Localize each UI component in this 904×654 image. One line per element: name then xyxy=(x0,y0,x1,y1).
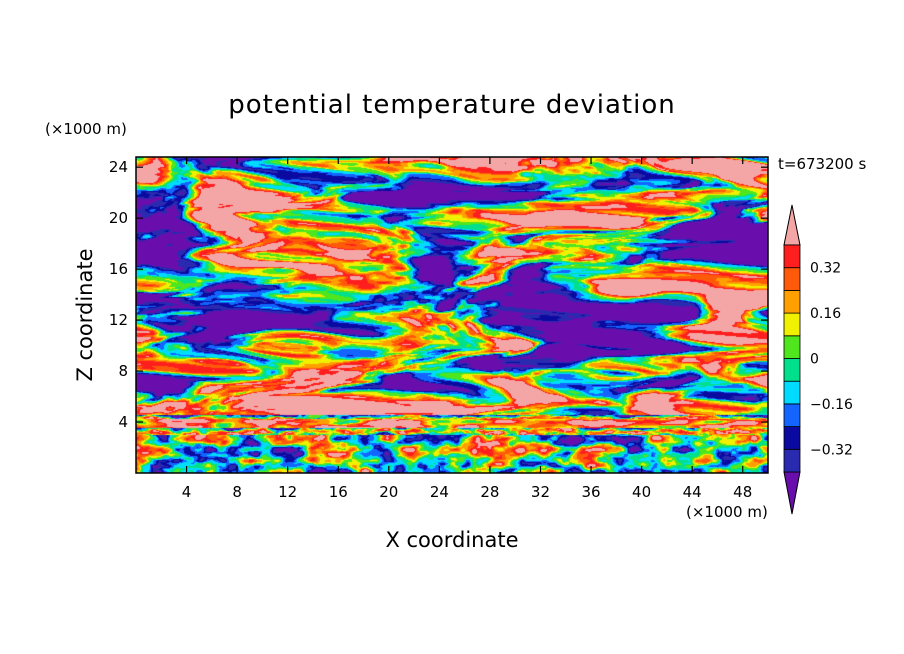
colorbar-segment xyxy=(783,403,801,427)
x-axis-label: X coordinate xyxy=(385,528,518,552)
chart-title: potential temperature deviation xyxy=(228,90,675,120)
colorbar-segment xyxy=(783,380,801,405)
y-tick-label: 20 xyxy=(109,209,128,227)
x-tick-label: 16 xyxy=(329,483,348,501)
colorbar-tick-label: −0.16 xyxy=(810,397,853,413)
x-axis: 4 8 12 16 20 24 28 32 36 40 44 48 xyxy=(182,157,752,501)
x-tick-label: 4 xyxy=(182,483,192,501)
colorbar-tick-label: 0.32 xyxy=(810,261,841,277)
time-label: t=673200 s xyxy=(778,155,866,173)
colorbar-segment xyxy=(783,358,801,382)
colorbar-tick-label: 0 xyxy=(810,352,819,368)
heatmap-field xyxy=(136,157,768,473)
y-axis-label: Z coordinate xyxy=(73,248,97,381)
x-tick-label: 48 xyxy=(733,483,752,501)
colorbar-segment xyxy=(783,448,801,473)
plot-area xyxy=(135,156,769,474)
colorbar-extend-low xyxy=(783,471,801,515)
x-tick-label: 32 xyxy=(531,483,550,501)
y-axis: 4 8 12 16 20 24 xyxy=(109,158,768,431)
x-tick-label: 8 xyxy=(232,483,242,501)
colorbar-segment xyxy=(783,244,801,269)
colorbar-extend-high xyxy=(783,204,801,246)
y-tick-label: 12 xyxy=(109,311,128,329)
colorbar: 0.32 0.16 0 −0.16 −0.32 xyxy=(783,204,853,515)
x-tick-label: 20 xyxy=(379,483,398,501)
x-unit-label: (×1000 m) xyxy=(686,503,768,521)
x-tick-label: 28 xyxy=(480,483,499,501)
y-tick-label: 8 xyxy=(118,362,128,380)
plot-frame xyxy=(135,156,769,474)
colorbar-segment xyxy=(783,289,801,314)
colorbar-tick-label: 0.16 xyxy=(810,306,841,322)
x-tick-label: 12 xyxy=(278,483,297,501)
y-tick-label: 24 xyxy=(109,158,128,176)
colorbar-segment xyxy=(783,312,801,337)
colorbar-tick-label: −0.32 xyxy=(810,442,853,458)
x-tick-label: 44 xyxy=(683,483,702,501)
y-tick-label: 16 xyxy=(109,260,128,278)
x-tick-label: 40 xyxy=(632,483,651,501)
y-unit-label: (×1000 m) xyxy=(45,120,127,138)
x-tick-label: 36 xyxy=(581,483,600,501)
colorbar-segment xyxy=(783,335,801,359)
x-tick-label: 24 xyxy=(430,483,449,501)
colorbar-segment xyxy=(783,426,801,450)
y-tick-label: 4 xyxy=(118,413,128,431)
colorbar-segment xyxy=(783,267,801,291)
